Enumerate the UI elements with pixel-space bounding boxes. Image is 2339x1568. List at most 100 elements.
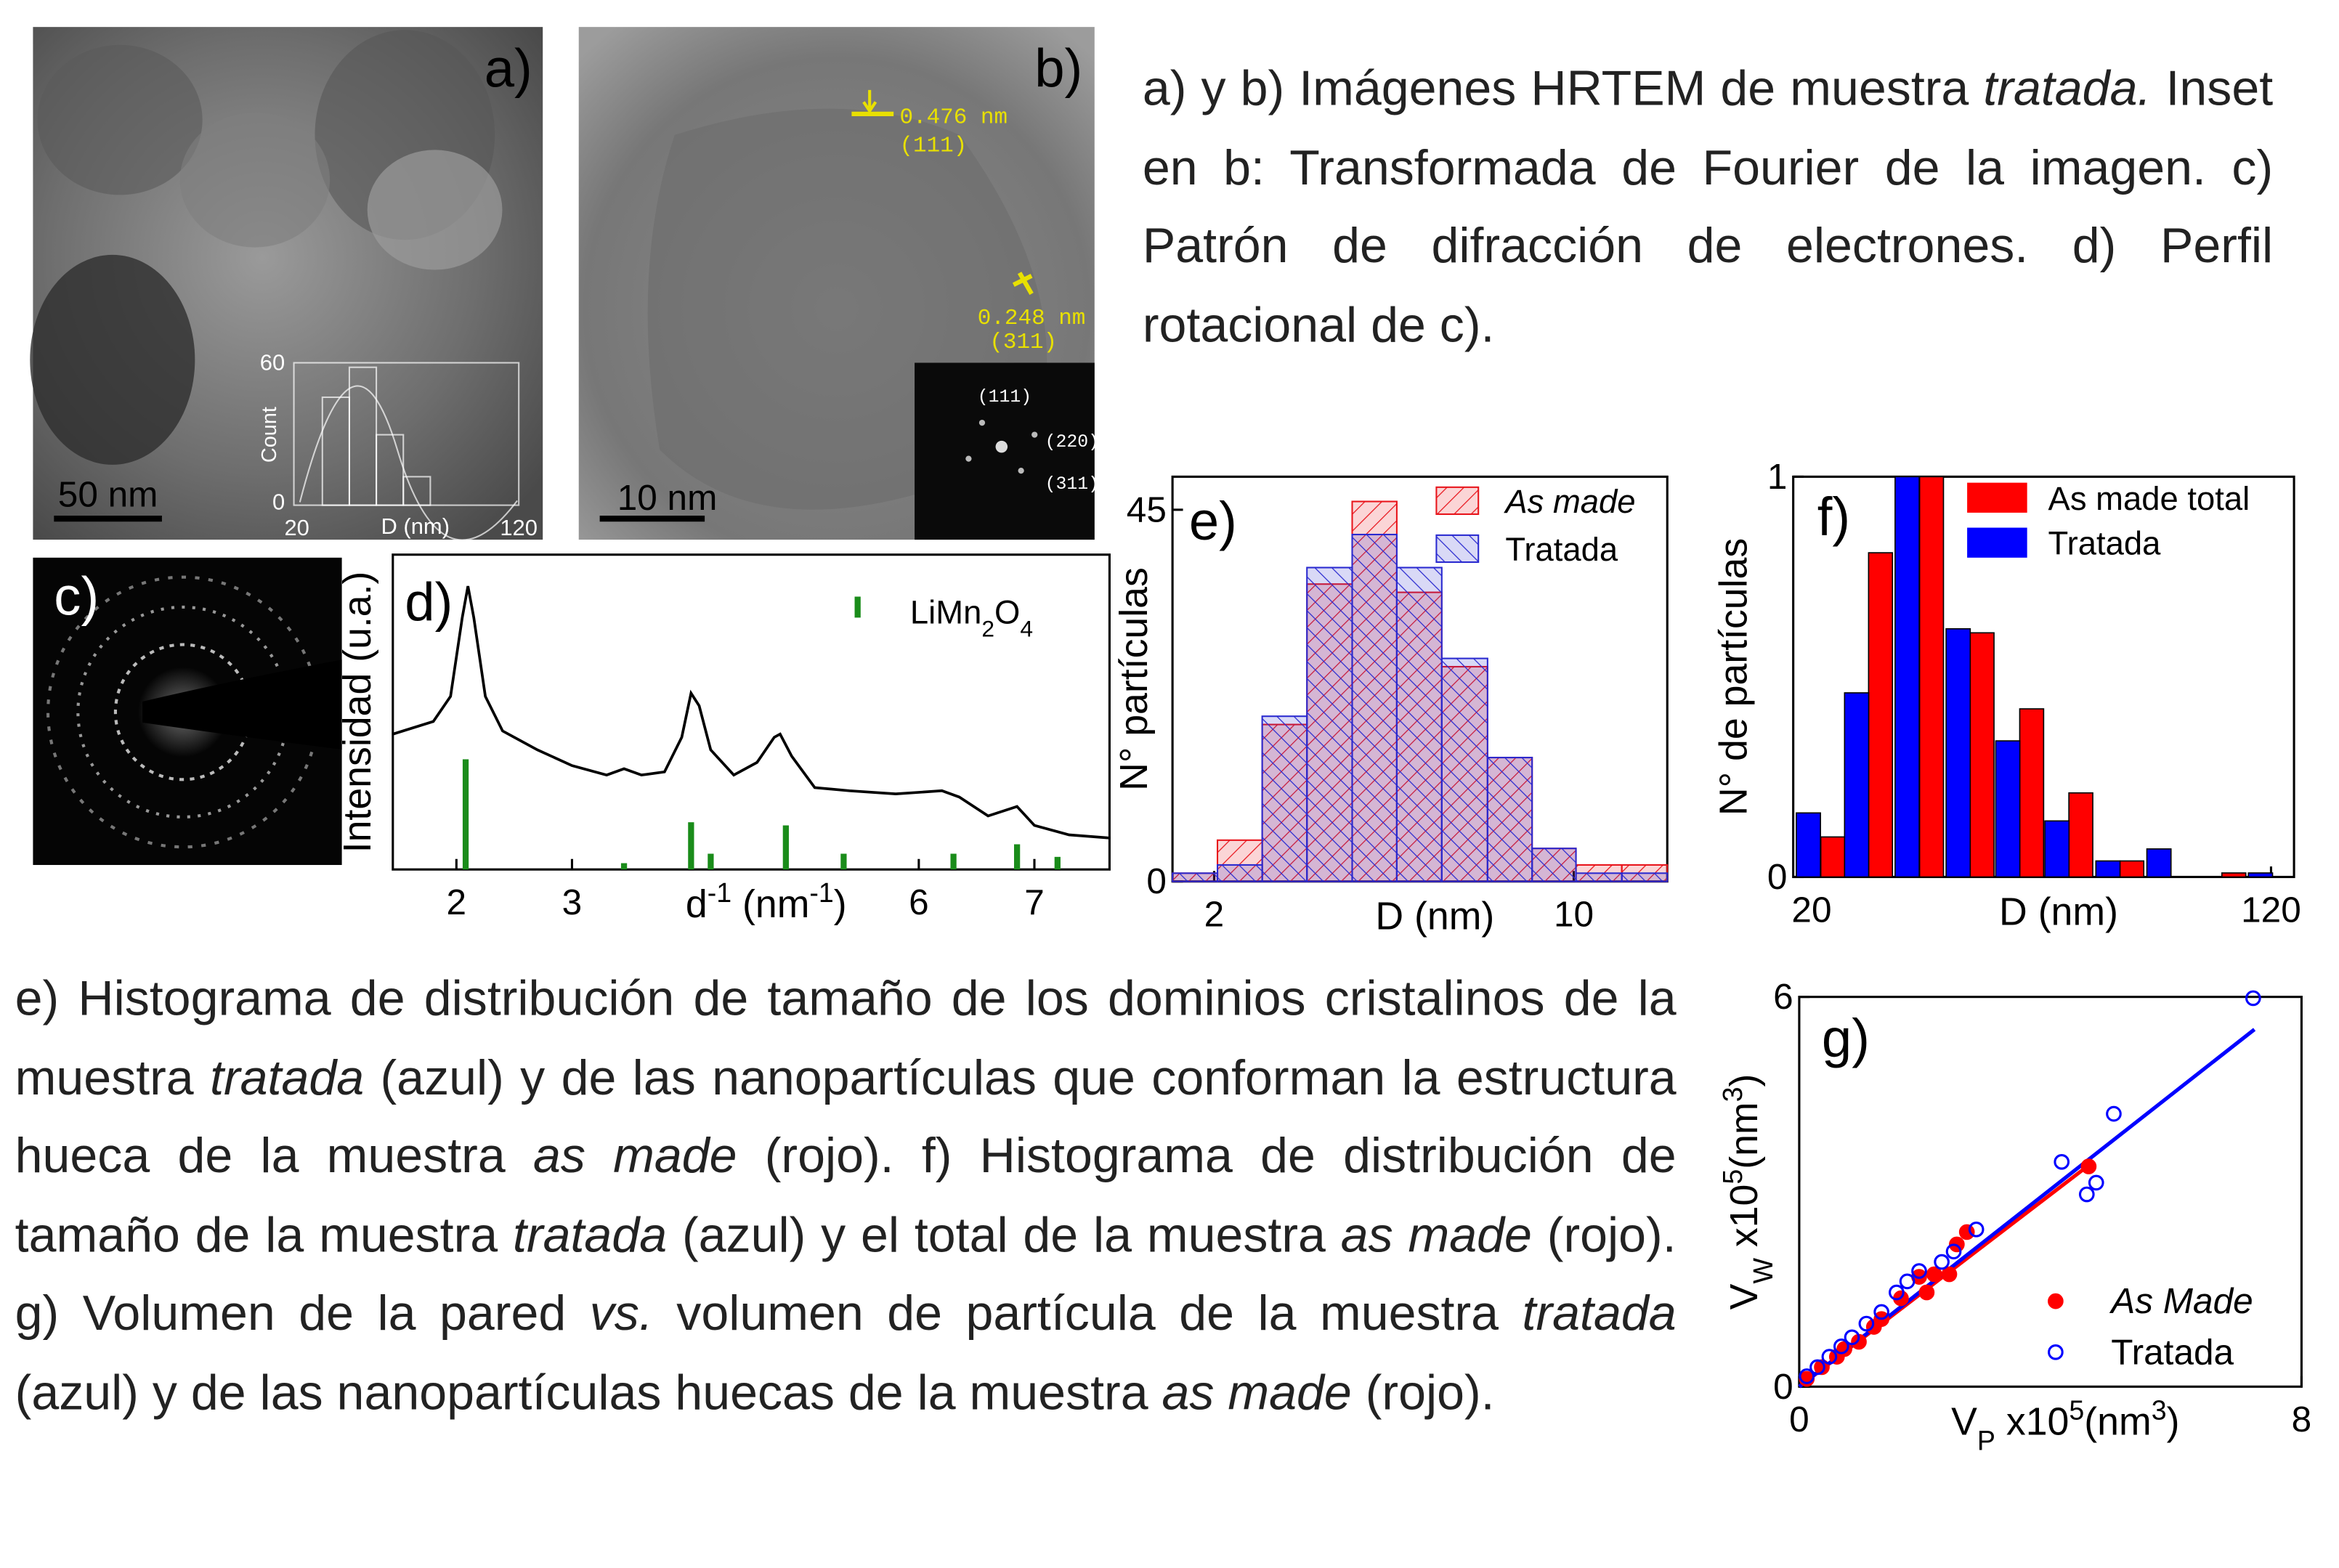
reference-bar bbox=[688, 822, 694, 869]
y-tick-label: 0 bbox=[1767, 857, 1788, 897]
histogram-bar bbox=[1576, 873, 1622, 881]
text-run: V bbox=[1722, 1283, 1766, 1309]
fft-spot bbox=[979, 420, 985, 426]
x-tick-label: 6 bbox=[909, 882, 929, 922]
bar bbox=[1970, 633, 1994, 877]
particle bbox=[180, 113, 330, 248]
bar bbox=[1920, 476, 1944, 877]
legend-marker bbox=[2049, 1346, 2063, 1360]
inset-y-label: Count bbox=[258, 407, 281, 463]
bar bbox=[2096, 861, 2120, 877]
figure: 60 0 Count 20 120 D (nm) 50 nm a) 0.476 … bbox=[0, 0, 2339, 1568]
scatter-point bbox=[2247, 991, 2261, 1005]
bar bbox=[1995, 741, 2019, 877]
bar bbox=[2045, 821, 2069, 877]
bar bbox=[2019, 709, 2043, 877]
scale-bar-label: 50 nm bbox=[58, 475, 158, 515]
legend-swatch bbox=[1967, 528, 2027, 558]
text-run: 2 bbox=[981, 616, 994, 642]
caption-run: tratada. bbox=[1983, 60, 2151, 115]
text-run: ) bbox=[2167, 1400, 2180, 1443]
text-run: P bbox=[1977, 1425, 1995, 1455]
histogram-bar bbox=[1307, 567, 1352, 881]
bar bbox=[2248, 873, 2272, 877]
scatter-point bbox=[1920, 1285, 1934, 1299]
fft-spot bbox=[1018, 468, 1024, 474]
histogram-bar bbox=[1172, 873, 1217, 881]
panel-label: c) bbox=[54, 566, 99, 626]
x-tick-label: 10 bbox=[1554, 895, 1594, 935]
caption-run: tratada bbox=[513, 1206, 667, 1262]
panel-label: f) bbox=[1817, 487, 1850, 547]
text-run: 3 bbox=[2152, 1394, 2167, 1425]
caption-run: tratada bbox=[210, 1049, 364, 1104]
x-axis-label: D (nm) bbox=[1375, 895, 1494, 938]
text-run: O bbox=[994, 594, 1020, 631]
bar bbox=[1946, 629, 1970, 877]
text-run: W bbox=[1748, 1258, 1778, 1284]
inset-y-tick: 0 bbox=[272, 490, 285, 515]
legend-swatch bbox=[1436, 487, 1478, 514]
caption-run: volumen de partícula de la muestra bbox=[653, 1285, 1523, 1340]
bar bbox=[1868, 553, 1892, 877]
reference-bar bbox=[463, 759, 469, 869]
y-axis-label: Intensidad (u.a.) bbox=[336, 572, 379, 853]
fft-spot bbox=[965, 455, 971, 461]
text-run: ) bbox=[1722, 1074, 1766, 1087]
histogram-bar bbox=[1488, 757, 1532, 882]
text-run: V bbox=[1951, 1400, 1977, 1443]
reference-bar bbox=[1055, 857, 1061, 869]
caption-top: a) y b) Imágenes HRTEM de muestra tratad… bbox=[1143, 49, 2273, 364]
y-tick-label: 0 bbox=[1773, 1367, 1793, 1407]
legend-marker bbox=[2049, 1294, 2063, 1308]
scale-bar-label: 10 nm bbox=[617, 478, 718, 518]
caption-run: as made bbox=[1162, 1363, 1352, 1418]
bar bbox=[1796, 813, 1820, 877]
x-tick-label: 120 bbox=[2241, 890, 2301, 930]
bar bbox=[2120, 861, 2144, 877]
x-axis-label: d-1 (nm-1) bbox=[686, 877, 847, 926]
annotation: (111) bbox=[899, 133, 967, 158]
inset-x-label: D (nm) bbox=[381, 513, 450, 539]
scatter-point bbox=[1942, 1267, 1956, 1281]
panel-label: e) bbox=[1189, 491, 1237, 551]
reference-bar bbox=[840, 854, 846, 870]
annotation: (311) bbox=[989, 330, 1057, 355]
histogram-bar bbox=[1622, 873, 1668, 881]
y-tick-label: 45 bbox=[1127, 490, 1167, 529]
histogram-bar bbox=[1397, 567, 1442, 881]
caption-run: a) y b) Imágenes HRTEM de muestra bbox=[1143, 60, 1984, 115]
legend-label: Tratada bbox=[2048, 525, 2162, 562]
reference-bar bbox=[950, 854, 956, 870]
histogram-bar bbox=[1442, 659, 1488, 882]
text-run: (nm bbox=[1722, 1102, 1766, 1169]
image-b: 0.476 nm (111) 0.248 nm (311) (111) (220… bbox=[579, 27, 1099, 540]
fft-label: (220) bbox=[1045, 432, 1099, 452]
inset-y-tick: 60 bbox=[260, 350, 285, 375]
caption-bottom: e) Histograma de distribución de tamaño … bbox=[15, 959, 1677, 1431]
particle bbox=[368, 150, 503, 269]
caption-run: (azul) y el total de la muestra bbox=[667, 1206, 1341, 1262]
scatter-point bbox=[1900, 1275, 1914, 1288]
scatter-point bbox=[2080, 1187, 2094, 1201]
x-tick-label: 7 bbox=[1024, 882, 1045, 922]
x-tick-label: 2 bbox=[1204, 895, 1225, 935]
panel-label: a) bbox=[485, 38, 532, 99]
text-run: (nm bbox=[2084, 1400, 2151, 1443]
x-axis-label: VP x105(nm3) bbox=[1951, 1394, 2179, 1455]
x-tick-label: 3 bbox=[562, 882, 583, 922]
scatter-point bbox=[1935, 1255, 1949, 1269]
y-axis-label: VW x105(nm3) bbox=[1717, 1074, 1778, 1310]
histogram-bar bbox=[1262, 716, 1308, 881]
annotation: 0.476 nm bbox=[899, 105, 1008, 130]
image-c: c) bbox=[33, 558, 341, 865]
text-run: d bbox=[686, 882, 708, 926]
inset-x-tick: 20 bbox=[284, 515, 309, 540]
caption-run: (azul) y de las nanopartículas huecas de… bbox=[15, 1363, 1162, 1418]
reference-bar bbox=[783, 825, 789, 869]
text-run: -1 bbox=[809, 877, 833, 908]
scatter-point bbox=[2055, 1155, 2069, 1169]
y-tick-label: 6 bbox=[1773, 977, 1793, 1017]
text-run: 4 bbox=[1020, 616, 1033, 642]
text-run: ) bbox=[834, 882, 847, 926]
